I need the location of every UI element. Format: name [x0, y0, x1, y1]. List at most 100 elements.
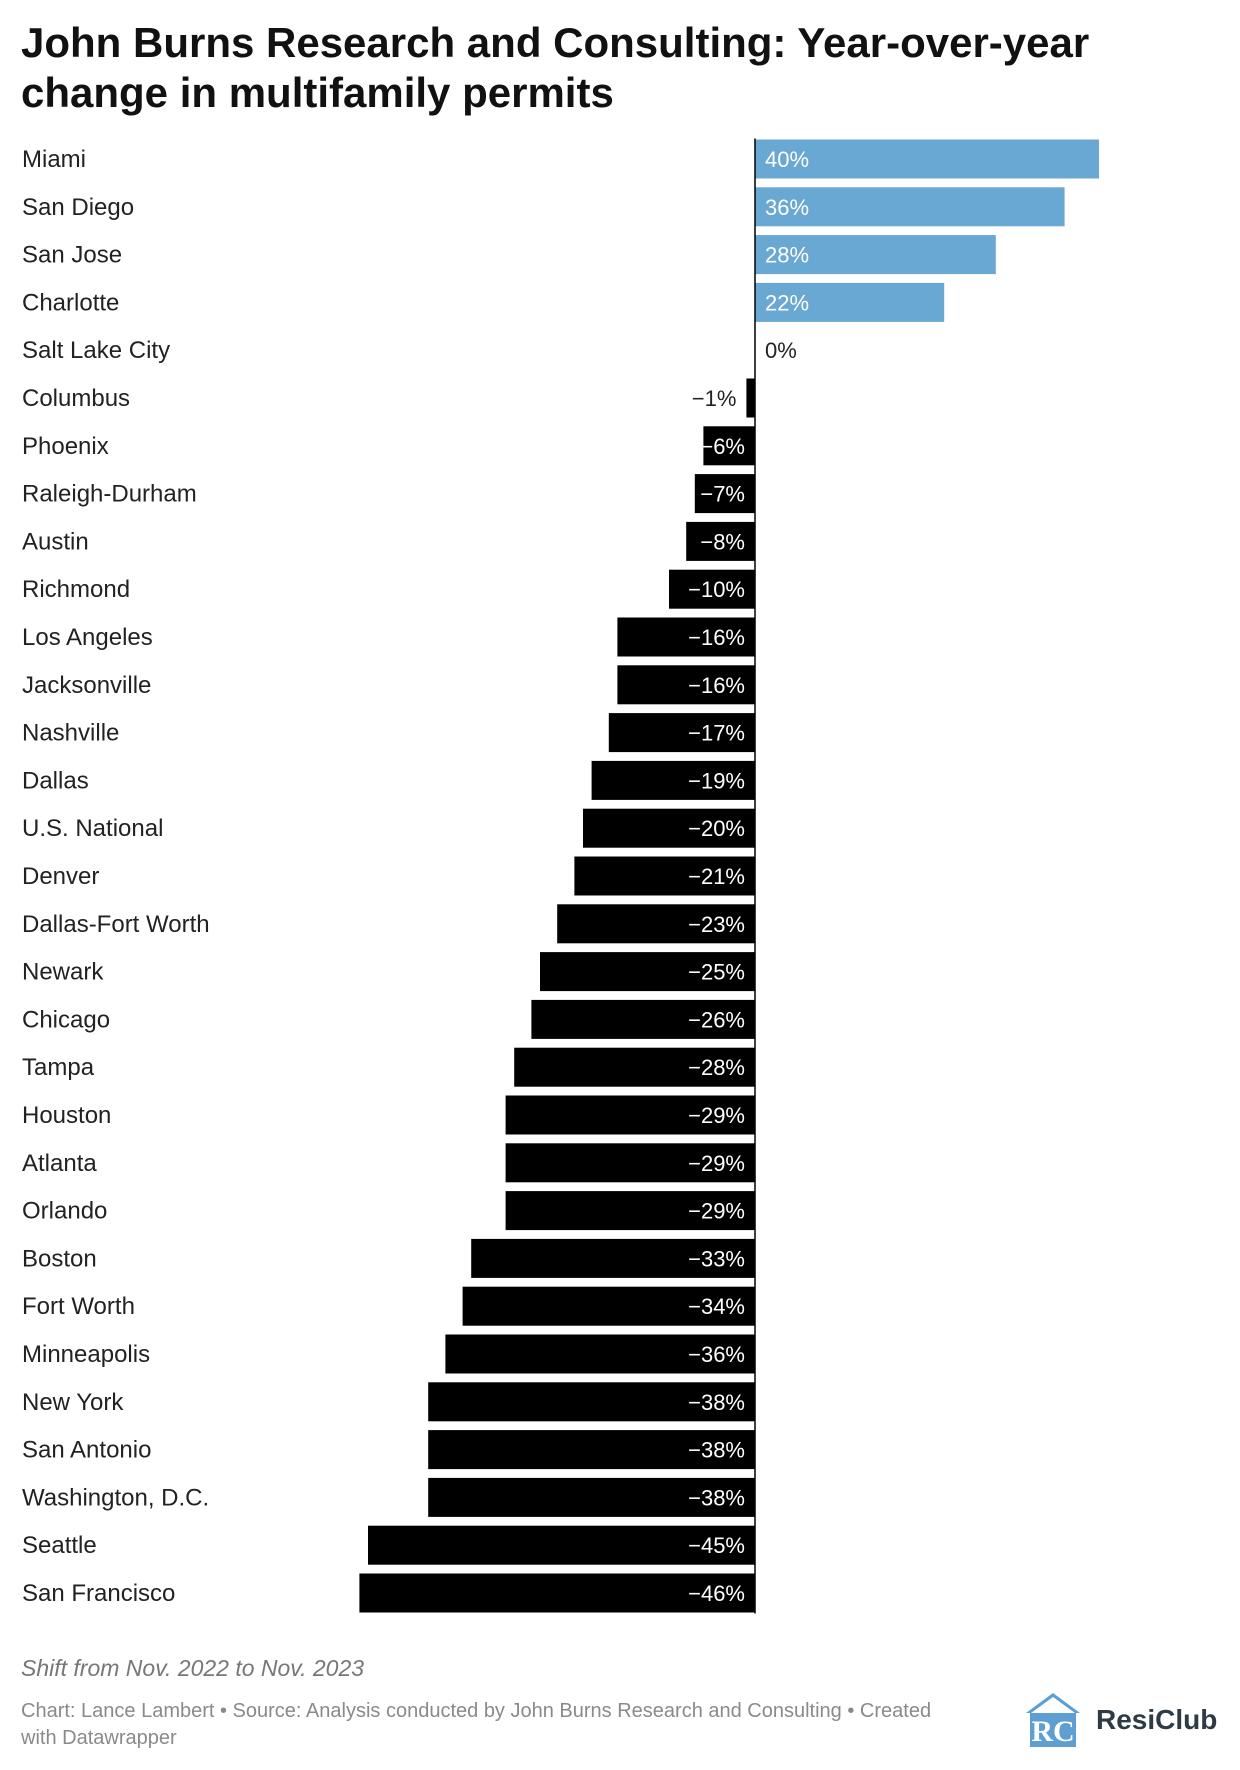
category-label: U.S. National: [22, 815, 163, 842]
bar: [746, 378, 755, 418]
category-label: Fort Worth: [22, 1293, 135, 1320]
value-label: −36%: [688, 1342, 745, 1367]
category-label: Newark: [22, 959, 104, 986]
bar: [368, 1525, 755, 1565]
bar: [755, 139, 1099, 179]
value-label: −28%: [688, 1055, 745, 1080]
bar: [617, 665, 755, 705]
value-label: −38%: [688, 1485, 745, 1510]
chart-note: Shift from Nov. 2022 to Nov. 2023: [21, 1655, 365, 1681]
category-label: Denver: [22, 863, 99, 890]
value-label: −34%: [688, 1294, 745, 1319]
bar: [505, 1143, 755, 1183]
category-label: Nashville: [22, 720, 119, 747]
value-label: −8%: [700, 529, 745, 554]
value-label: −38%: [688, 1438, 745, 1463]
bar: [669, 569, 755, 609]
bar: [694, 474, 755, 514]
bar: [540, 952, 755, 992]
bar: [617, 617, 755, 657]
bar: [445, 1334, 755, 1374]
category-label: Orlando: [22, 1198, 107, 1225]
value-label: −17%: [688, 721, 745, 746]
value-label: −19%: [688, 768, 745, 793]
bar: [505, 1095, 755, 1135]
category-label: Jacksonville: [22, 672, 151, 699]
category-label: San Antonio: [22, 1437, 151, 1464]
value-label: −1%: [692, 386, 737, 411]
bar: [462, 1286, 755, 1326]
bar: [591, 760, 755, 800]
value-label: 40%: [765, 147, 809, 172]
bar: [531, 999, 755, 1039]
category-label: San Jose: [22, 242, 122, 269]
value-label: −29%: [688, 1103, 745, 1128]
value-label: 28%: [765, 243, 809, 268]
category-label: Dallas-Fort Worth: [22, 911, 210, 938]
resiclub-logo-icon: RC: [1026, 1693, 1080, 1748]
value-label: −23%: [688, 912, 745, 937]
value-label: −46%: [688, 1581, 745, 1606]
value-label: −29%: [688, 1151, 745, 1176]
value-label: 22%: [765, 290, 809, 315]
category-label: Washington, D.C.: [22, 1484, 209, 1511]
value-label: −38%: [688, 1390, 745, 1415]
category-label: Charlotte: [22, 289, 119, 316]
logo-mark-letters: RC: [1031, 1715, 1074, 1748]
value-label: −16%: [688, 625, 745, 650]
bar: [359, 1573, 755, 1613]
value-label: −26%: [688, 1007, 745, 1032]
logo-text: ResiClub: [1096, 1704, 1218, 1735]
bar: [428, 1430, 755, 1470]
category-label: Austin: [22, 528, 89, 555]
value-label: −10%: [688, 577, 745, 602]
bar: [428, 1477, 755, 1517]
bar: [428, 1382, 755, 1422]
resiclub-logo[interactable]: RC ResiClub: [1024, 1688, 1217, 1752]
category-label: Salt Lake City: [22, 337, 170, 364]
category-label: Miami: [22, 146, 86, 173]
category-label: Seattle: [22, 1532, 97, 1559]
category-label: Richmond: [22, 576, 130, 603]
value-label: −25%: [688, 960, 745, 985]
bar-chart: Miami 40% San Diego 36% San Jose 28% Charlotte…: [22, 138, 1099, 1614]
bar: [755, 235, 996, 275]
bar: [557, 904, 755, 944]
bar: [574, 856, 755, 896]
chart-credits: Chart: Lance Lambert • Source: Analysis …: [21, 1700, 932, 1749]
bar: [471, 1238, 755, 1278]
category-label: San Diego: [22, 194, 134, 221]
value-label: −33%: [688, 1246, 745, 1271]
bar: [755, 282, 945, 322]
value-label: 36%: [765, 195, 809, 220]
category-label: Chicago: [22, 1006, 110, 1033]
bar: [686, 521, 755, 561]
value-label: −7%: [700, 482, 745, 507]
bar: [608, 713, 755, 753]
bar: [514, 1047, 755, 1087]
category-label: Tampa: [22, 1054, 95, 1081]
category-label: Minneapolis: [22, 1341, 150, 1368]
value-label: −16%: [688, 673, 745, 698]
value-label: −29%: [688, 1199, 745, 1224]
category-label: San Francisco: [22, 1580, 175, 1607]
category-label: Boston: [22, 1245, 97, 1272]
category-label: New York: [22, 1389, 124, 1416]
bar: [703, 426, 755, 466]
chart-title: John Burns Research and Consulting: Year…: [21, 19, 1090, 116]
category-label: Columbus: [22, 385, 130, 412]
bar: [505, 1191, 755, 1231]
category-label: Dallas: [22, 767, 89, 794]
bar: [755, 187, 1065, 227]
category-label: Los Angeles: [22, 624, 153, 651]
value-label: −45%: [688, 1533, 745, 1558]
category-label: Phoenix: [22, 433, 109, 460]
category-label: Atlanta: [22, 1150, 97, 1177]
value-label: −6%: [700, 434, 745, 459]
bar: [583, 808, 755, 848]
category-label: Raleigh-Durham: [22, 481, 197, 508]
category-label: Houston: [22, 1102, 111, 1129]
value-label: 0%: [765, 338, 797, 363]
value-label: −20%: [688, 816, 745, 841]
value-label: −21%: [688, 864, 745, 889]
